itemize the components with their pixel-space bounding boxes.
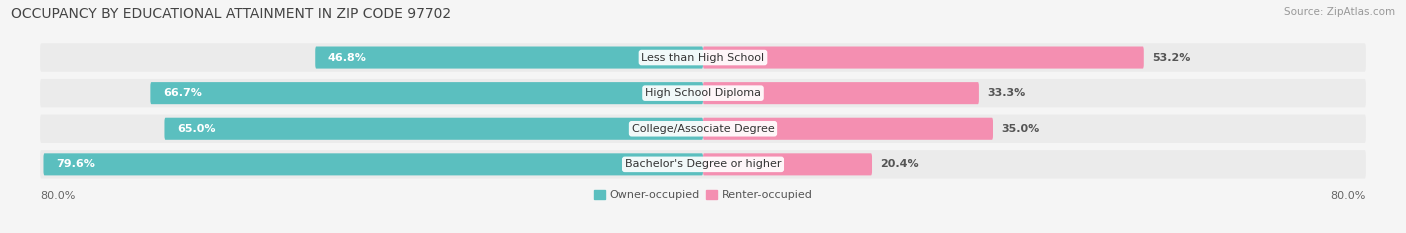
FancyBboxPatch shape <box>315 47 703 69</box>
FancyBboxPatch shape <box>41 150 1365 179</box>
Text: Bachelor's Degree or higher: Bachelor's Degree or higher <box>624 159 782 169</box>
Text: 65.0%: 65.0% <box>177 124 215 134</box>
Text: 20.4%: 20.4% <box>880 159 920 169</box>
Text: 33.3%: 33.3% <box>987 88 1025 98</box>
Legend: Owner-occupied, Renter-occupied: Owner-occupied, Renter-occupied <box>589 185 817 205</box>
Text: 80.0%: 80.0% <box>41 191 76 201</box>
Text: 46.8%: 46.8% <box>328 53 367 62</box>
Text: 35.0%: 35.0% <box>1001 124 1039 134</box>
FancyBboxPatch shape <box>41 43 1365 72</box>
FancyBboxPatch shape <box>41 114 1365 143</box>
Text: 53.2%: 53.2% <box>1152 53 1191 62</box>
FancyBboxPatch shape <box>41 79 1365 107</box>
FancyBboxPatch shape <box>150 82 703 104</box>
Text: Source: ZipAtlas.com: Source: ZipAtlas.com <box>1284 7 1395 17</box>
FancyBboxPatch shape <box>44 153 703 175</box>
Text: 66.7%: 66.7% <box>163 88 201 98</box>
FancyBboxPatch shape <box>165 118 703 140</box>
FancyBboxPatch shape <box>703 153 872 175</box>
Text: 80.0%: 80.0% <box>1330 191 1365 201</box>
FancyBboxPatch shape <box>703 47 1144 69</box>
FancyBboxPatch shape <box>703 118 993 140</box>
Text: 79.6%: 79.6% <box>56 159 94 169</box>
Text: Less than High School: Less than High School <box>641 53 765 62</box>
Text: OCCUPANCY BY EDUCATIONAL ATTAINMENT IN ZIP CODE 97702: OCCUPANCY BY EDUCATIONAL ATTAINMENT IN Z… <box>11 7 451 21</box>
Text: College/Associate Degree: College/Associate Degree <box>631 124 775 134</box>
FancyBboxPatch shape <box>703 82 979 104</box>
Text: High School Diploma: High School Diploma <box>645 88 761 98</box>
